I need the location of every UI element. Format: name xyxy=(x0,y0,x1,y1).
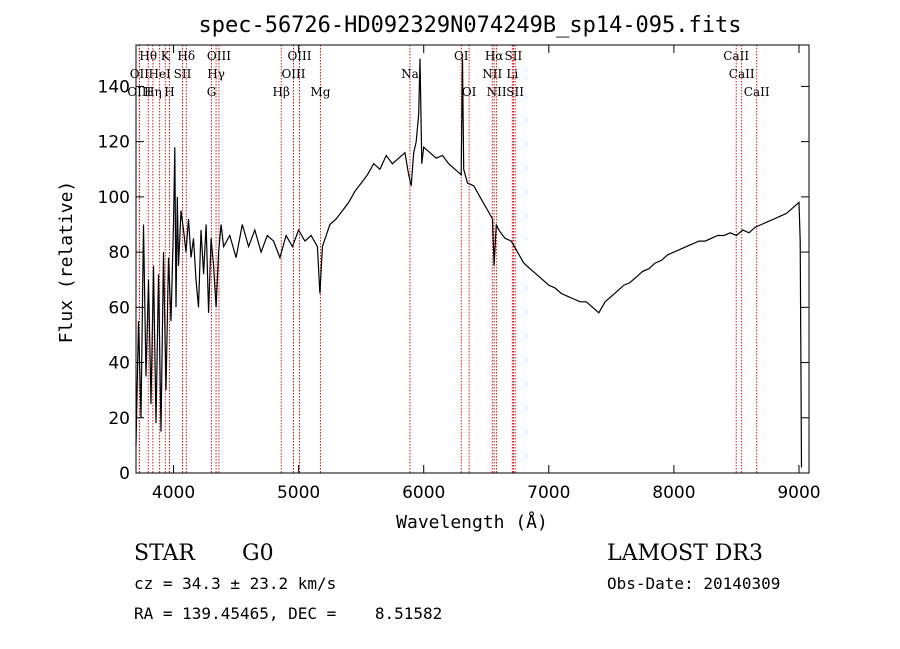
x-axis-ticks: 4000 5000 6000 7000 8000 9000 xyxy=(152,45,821,503)
line-marker-label: CaII xyxy=(729,67,755,81)
line-marker-label: Hδ xyxy=(177,49,195,63)
line-marker-label: OI xyxy=(454,49,469,63)
line-marker-label: NII xyxy=(482,67,502,81)
line-marker-label: CaII xyxy=(744,85,770,99)
line-marker-label: OII xyxy=(130,67,150,81)
y-tick-label: 120 xyxy=(98,133,130,153)
line-marker-label: OIII xyxy=(127,85,151,99)
line-marker-label: SII xyxy=(174,67,192,81)
object-class: STAR xyxy=(134,541,196,566)
obs-date: Obs-Date: 20140309 xyxy=(607,574,780,593)
y-tick-label: 0 xyxy=(119,464,130,484)
y-tick-label: 100 xyxy=(98,188,130,208)
chart-title: spec-56726-HD092329N074249B_sp14-095.fit… xyxy=(198,13,741,38)
spectrum-line xyxy=(135,58,803,468)
x-tick-label: 9000 xyxy=(777,483,820,503)
survey-name: LAMOST DR3 xyxy=(607,541,763,566)
y-tick-label: 80 xyxy=(108,243,130,263)
x-tick-label: 8000 xyxy=(652,483,695,503)
line-marker-label: CaII xyxy=(723,49,749,63)
line-marker-label: Li xyxy=(506,67,518,81)
x-tick-label: 5000 xyxy=(277,483,320,503)
line-marker-label: SII xyxy=(505,49,523,63)
y-axis-ticks: 0 20 40 60 80 100 120 140 xyxy=(98,77,809,484)
line-marker-label: G xyxy=(207,85,217,99)
line-marker-label: Na xyxy=(401,67,419,81)
y-tick-label: 140 xyxy=(98,77,130,97)
line-marker-label: Mg xyxy=(311,85,331,99)
y-tick-label: 20 xyxy=(108,409,130,429)
y-tick-label: 40 xyxy=(108,354,130,374)
x-tick-label: 7000 xyxy=(527,483,570,503)
line-marker-label: OI xyxy=(462,85,477,99)
line-marker-label: SII xyxy=(506,85,524,99)
ra-dec: RA = 139.45465, DEC = 8.51582 xyxy=(134,604,442,623)
y-axis-label: Flux (relative) xyxy=(56,181,77,344)
x-tick-label: 6000 xyxy=(402,483,445,503)
line-markers xyxy=(138,45,758,473)
redshift-cz: cz = 34.3 ± 23.2 km/s xyxy=(134,574,336,593)
x-tick-label: 4000 xyxy=(152,483,195,503)
line-marker-label: HeI xyxy=(148,67,171,81)
line-marker-label: OIII xyxy=(207,49,231,63)
line-marker-label: Hα xyxy=(485,49,504,63)
line-marker-label: K xyxy=(161,49,171,63)
x-axis-label: Wavelength (Å) xyxy=(396,511,548,533)
line-marker-label: H xyxy=(164,85,174,99)
line-marker-label: Hθ xyxy=(139,49,157,63)
y-tick-label: 60 xyxy=(108,298,130,318)
line-marker-label: Hβ xyxy=(273,85,290,99)
line-marker-label: OIII xyxy=(287,49,311,63)
line-marker-label: OIII xyxy=(281,67,305,81)
line-marker-label: Hη xyxy=(144,85,162,99)
object-subclass: G0 xyxy=(242,541,274,566)
line-marker-label: NII xyxy=(487,85,507,99)
line-marker-label: Hγ xyxy=(207,67,225,81)
plot-frame xyxy=(135,44,810,474)
